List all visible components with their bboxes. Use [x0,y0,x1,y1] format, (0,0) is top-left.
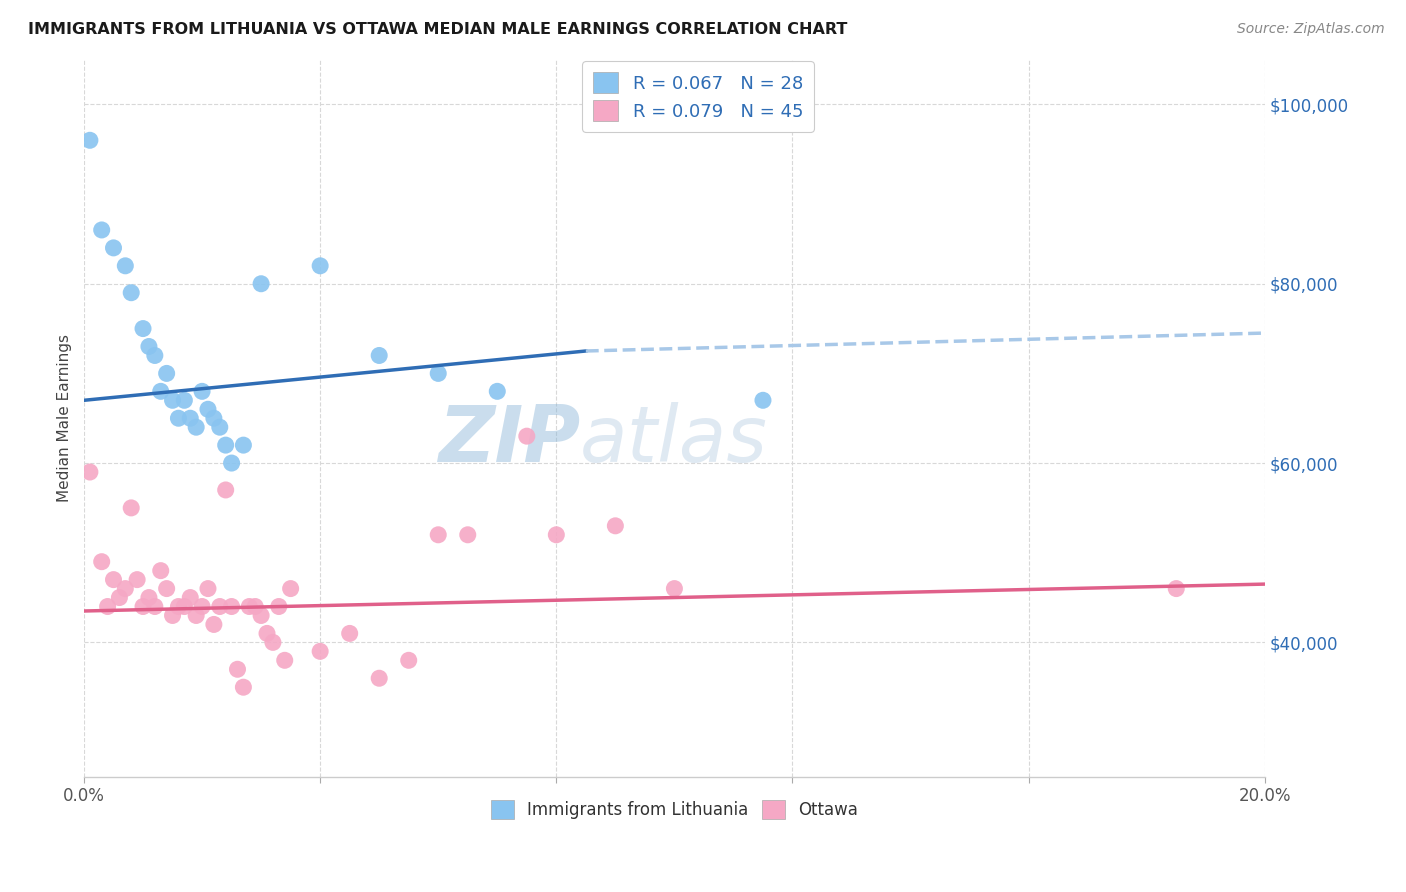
Point [127,573,149,587]
Point [280,582,302,596]
Point [156,367,179,381]
Point [752,393,775,408]
Point [427,367,450,381]
Point [215,438,238,452]
Text: atlas: atlas [579,401,768,478]
Point [267,599,290,614]
Point [368,671,391,685]
Point [202,617,225,632]
Point [605,518,627,533]
Point [97,599,120,614]
Point [250,608,273,623]
Point [427,528,450,542]
Point [179,591,201,605]
Point [202,411,225,425]
Point [339,626,361,640]
Point [208,420,231,434]
Point [79,133,101,147]
Point [108,591,131,605]
Point [309,644,332,658]
Point [167,411,190,425]
Point [1166,582,1188,596]
Point [162,608,184,623]
Point [309,259,332,273]
Point [186,608,208,623]
Text: Source: ZipAtlas.com: Source: ZipAtlas.com [1237,22,1385,37]
Point [143,349,166,363]
Point [114,582,136,596]
Point [245,599,267,614]
Point [398,653,420,667]
Text: ZIP: ZIP [437,401,579,478]
Point [138,339,160,353]
Point [191,599,214,614]
Point [156,582,179,596]
Point [143,599,166,614]
Point [149,384,172,399]
Point [486,384,509,399]
Point [262,635,284,649]
Point [132,321,155,335]
Point [162,393,184,408]
Point [368,349,391,363]
Point [256,626,278,640]
Point [120,285,142,300]
Point [457,528,479,542]
Text: IMMIGRANTS FROM LITHUANIA VS OTTAWA MEDIAN MALE EARNINGS CORRELATION CHART: IMMIGRANTS FROM LITHUANIA VS OTTAWA MEDI… [28,22,848,37]
Point [197,582,219,596]
Point [103,241,125,255]
Point [197,402,219,417]
Point [173,599,195,614]
Point [186,420,208,434]
Point [179,411,201,425]
Legend: Immigrants from Lithuania, Ottawa: Immigrants from Lithuania, Ottawa [484,793,865,826]
Point [79,465,101,479]
Y-axis label: Median Male Earnings: Median Male Earnings [58,334,72,502]
Point [215,483,238,497]
Point [90,223,112,237]
Point [238,599,260,614]
Point [250,277,273,291]
Point [132,599,155,614]
Point [221,599,243,614]
Point [546,528,568,542]
Point [138,591,160,605]
Point [664,582,686,596]
Point [516,429,538,443]
Point [173,393,195,408]
Point [274,653,297,667]
Point [149,564,172,578]
Point [120,500,142,515]
Point [114,259,136,273]
Point [90,555,112,569]
Point [208,599,231,614]
Point [232,680,254,694]
Point [221,456,243,470]
Point [226,662,249,676]
Point [191,384,214,399]
Point [232,438,254,452]
Point [167,599,190,614]
Point [103,573,125,587]
